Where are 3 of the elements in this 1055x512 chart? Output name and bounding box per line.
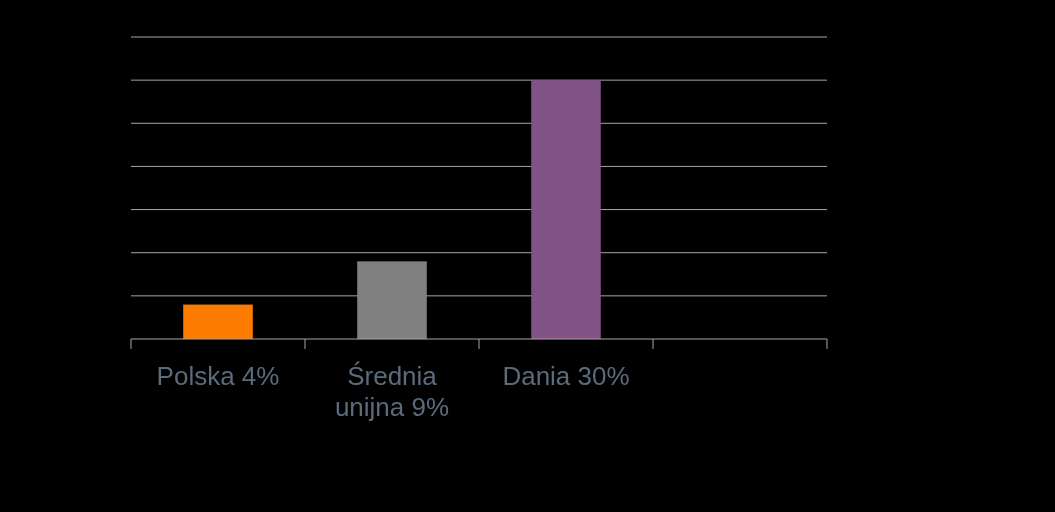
x-tick-label: Polska 4% xyxy=(156,361,280,391)
x-tick-label: Średnia unijna 9% xyxy=(334,361,450,423)
x-tick-label: Dania 30% xyxy=(502,361,630,391)
